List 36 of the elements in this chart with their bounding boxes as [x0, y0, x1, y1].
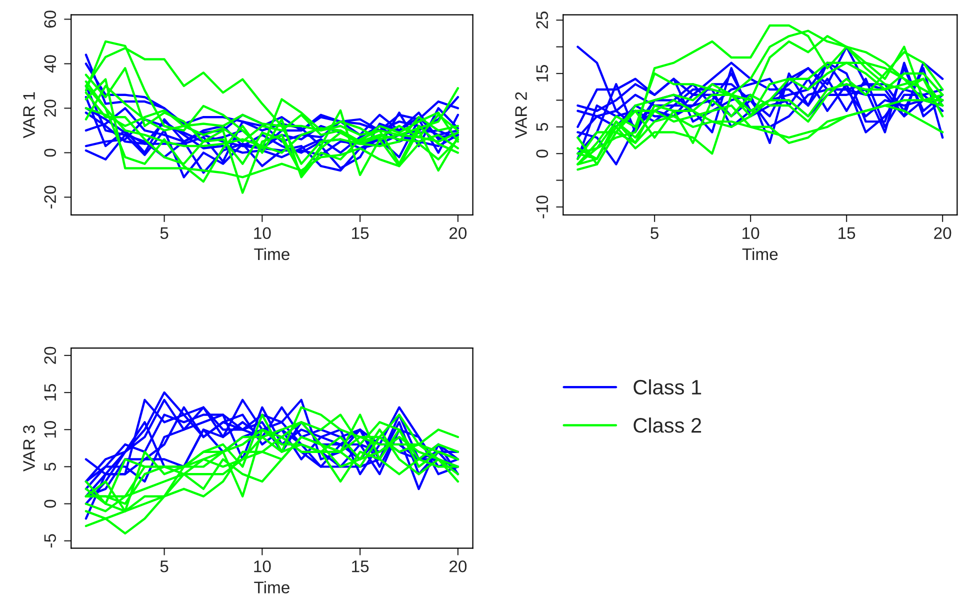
x-tick-label: 20: [450, 227, 467, 240]
y-tick-label: 20: [44, 346, 56, 364]
y-tick-label: 0: [44, 148, 56, 157]
x-tick-label: 15: [352, 227, 369, 240]
y-tick-label: 5: [44, 462, 56, 471]
x-tick-label: 5: [160, 227, 168, 240]
x-axis-title: Time: [254, 248, 290, 260]
y-tick-label: 0: [536, 150, 548, 158]
x-tick-label: 15: [838, 227, 856, 240]
y-axis-title: VAR 3: [23, 425, 35, 472]
x-axis-title: Time: [742, 248, 778, 260]
y-tick-label: 15: [44, 384, 56, 401]
x-tick-label: 15: [352, 560, 369, 572]
y-axis-title: VAR 1: [23, 92, 35, 138]
y-tick-label: 25: [536, 12, 548, 29]
y-tick-label: 40: [44, 55, 56, 73]
y-tick-label: -5: [44, 534, 56, 548]
y-tick-label: 5: [536, 122, 548, 131]
y-tick-label: 15: [536, 64, 548, 82]
x-tick-label: 5: [160, 560, 168, 572]
y-tick-label: -10: [536, 196, 548, 218]
legend-label: Class 2: [634, 417, 702, 433]
x-tick-label: 20: [450, 560, 467, 572]
legend-label: Class 1: [634, 379, 702, 395]
x-tick-label: 10: [254, 560, 271, 572]
y-tick-label: 10: [44, 420, 56, 438]
y-tick-label: 0: [44, 500, 56, 508]
y-tick-label: 60: [44, 10, 56, 28]
x-tick-label: 5: [650, 227, 658, 240]
y-tick-label: 20: [44, 100, 56, 117]
y-axis-title: VAR 2: [515, 92, 527, 138]
x-axis-title: Time: [254, 581, 290, 594]
x-tick-label: 20: [934, 227, 952, 240]
x-tick-label: 10: [742, 227, 760, 240]
x-tick-label: 10: [254, 227, 271, 240]
y-tick-label: -20: [44, 186, 56, 208]
